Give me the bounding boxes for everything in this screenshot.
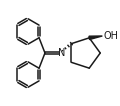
Polygon shape	[89, 36, 102, 40]
Text: N: N	[58, 48, 66, 58]
Text: OH: OH	[104, 31, 119, 41]
